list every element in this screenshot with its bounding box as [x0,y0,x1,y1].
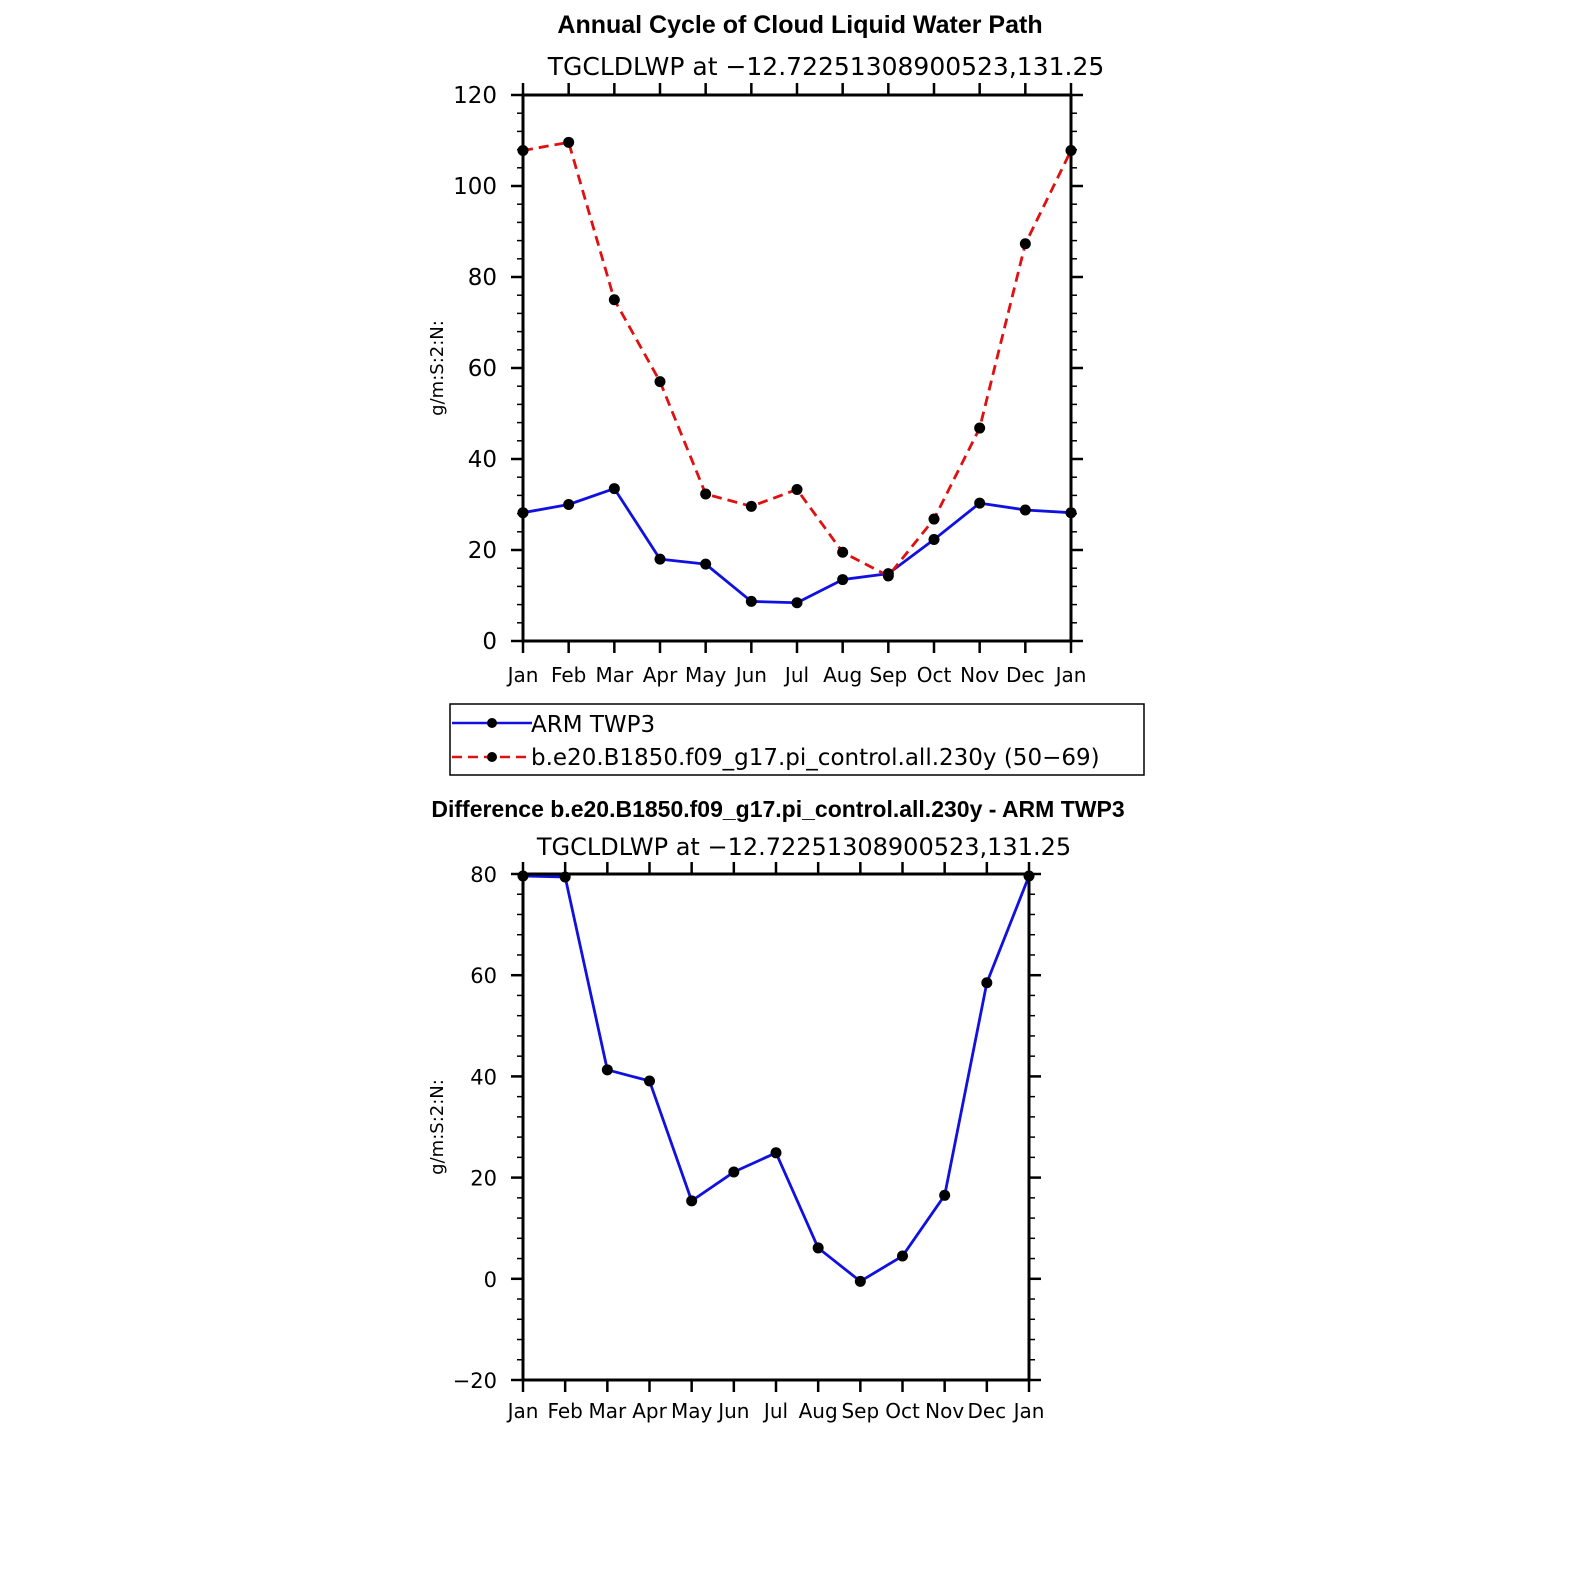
series-0-point [686,1195,698,1207]
x-tick-label: Jan [1054,663,1087,687]
series-1-point [654,376,666,388]
series-1-point [1019,238,1031,250]
chart1-subtitle: TGCLDLWP at −12.72251308900523,131.25 [547,52,1105,81]
y-tick-label: 60 [468,356,497,382]
x-tick-label: Feb [547,1399,582,1423]
legend-label-arm: ARM TWP3 [531,712,655,738]
chart2-axes: −20 0 20 40 60 80 Jan Feb Mar Apr May Jun Jul Aug Sep O… [453,862,1045,1423]
y-tick-label: 100 [453,174,497,200]
x-tick-label: Apr [632,1399,667,1423]
series-0-point [897,1250,908,1262]
x-tick-label: Jan [1012,1399,1045,1423]
x-tick-label: May [671,1399,713,1423]
series-0-point [563,499,575,510]
series-line-0 [522,874,1031,1283]
y-tick-label: 20 [470,1167,497,1191]
chart1-frame [521,93,1073,643]
series-0-point [644,1075,655,1087]
series-0-point [812,1242,824,1254]
y-tick-label: 40 [470,1065,497,1089]
series-line-1 [522,140,1073,578]
x-tick-label: Aug [799,1399,838,1423]
x-tick-label: Mar [588,1399,627,1423]
x-tick-label: Aug [823,663,862,687]
x-tick-label: Sep [869,663,907,687]
y-tick-label: 80 [470,863,497,887]
x-tick-label: Feb [551,663,586,687]
x-tick-label: May [685,663,727,687]
series-0-point [837,574,849,586]
x-tick-label: Dec [967,1399,1006,1423]
series-0-point [608,483,620,495]
y-tick-label: 0 [484,1268,497,1292]
x-tick-label: Nov [925,1399,964,1423]
series-1-point [745,500,757,512]
series-0-point [770,1147,782,1159]
series-0-point [654,553,666,565]
chart2-plot-area [517,870,1035,1287]
x-tick-label: Oct [885,1399,920,1423]
x-tick-label: Jul [762,1399,788,1423]
chart2-frame [521,872,1031,1382]
series-1-point [882,570,894,582]
y-tick-label: 20 [468,538,497,564]
series-1-point [791,483,803,495]
chart1-title: Annual Cycle of Cloud Liquid Water Path [557,11,1042,39]
chart2-subtitle: TGCLDLWP at −12.72251308900523,131.25 [536,833,1071,861]
series-0-point [601,1064,613,1076]
x-tick-label: Nov [960,663,999,687]
y-tick-label: 0 [482,629,497,655]
chart1-y-axis-label: g/m:S:2:N: [427,320,448,416]
y-tick-label: 120 [453,83,497,109]
series-0-point [791,597,803,609]
x-tick-label: Apr [643,663,678,687]
x-tick-label: Jan [506,663,539,687]
difference-chart: Difference b.e20.B1850.f09_g17.pi_contro… [427,796,1125,1423]
y-tick-label: 40 [468,447,497,473]
series-1-point [700,488,712,500]
series-0-point [854,1275,866,1287]
legend-label-model: b.e20.B1850.f09_g17.pi_control.all.230y … [531,745,1100,771]
series-1-point [837,546,849,558]
series-0-point [745,595,757,607]
series-1-point [608,294,620,306]
x-tick-label: Jan [506,1399,539,1423]
series-0-point [700,558,712,570]
y-tick-label: 80 [468,265,497,291]
series-0-point [981,977,993,989]
y-tick-label: 60 [470,964,497,988]
series-0-point [928,534,940,546]
x-tick-label: Oct [917,663,952,687]
legend: ARM TWP3 b.e20.B1850.f09_g17.pi_control.… [449,703,1145,776]
chart2-y-axis-label: g/m:S:2:N: [427,1079,448,1175]
chart1-plot-area [517,136,1077,609]
chart2-title: Difference b.e20.B1850.f09_g17.pi_contro… [431,796,1124,822]
x-tick-label: Mar [595,663,634,687]
series-1-point [563,136,575,148]
legend-marker-model [487,752,497,762]
series-line-0 [522,487,1072,605]
y-tick-label: −20 [453,1369,497,1393]
legend-marker-arm [487,718,497,728]
legend-box [449,703,1145,776]
series-1-point [928,513,940,525]
x-tick-label: Dec [1006,663,1045,687]
chart1-axes: 0 20 40 60 80 100 120 Jan Feb Mar Apr May Jun Jul Aug S… [453,83,1086,687]
series-0-point [728,1166,740,1178]
series-1-point [974,422,986,434]
x-tick-label: Jun [716,1399,749,1423]
x-tick-label: Jun [734,663,767,687]
series-0-point [939,1189,951,1201]
series-0-point [1019,504,1031,516]
series-0-point [974,497,986,509]
x-tick-label: Sep [841,1399,879,1423]
annual-cycle-chart: Annual Cycle of Cloud Liquid Water Path … [427,11,1104,687]
x-tick-label: Jul [783,663,809,687]
